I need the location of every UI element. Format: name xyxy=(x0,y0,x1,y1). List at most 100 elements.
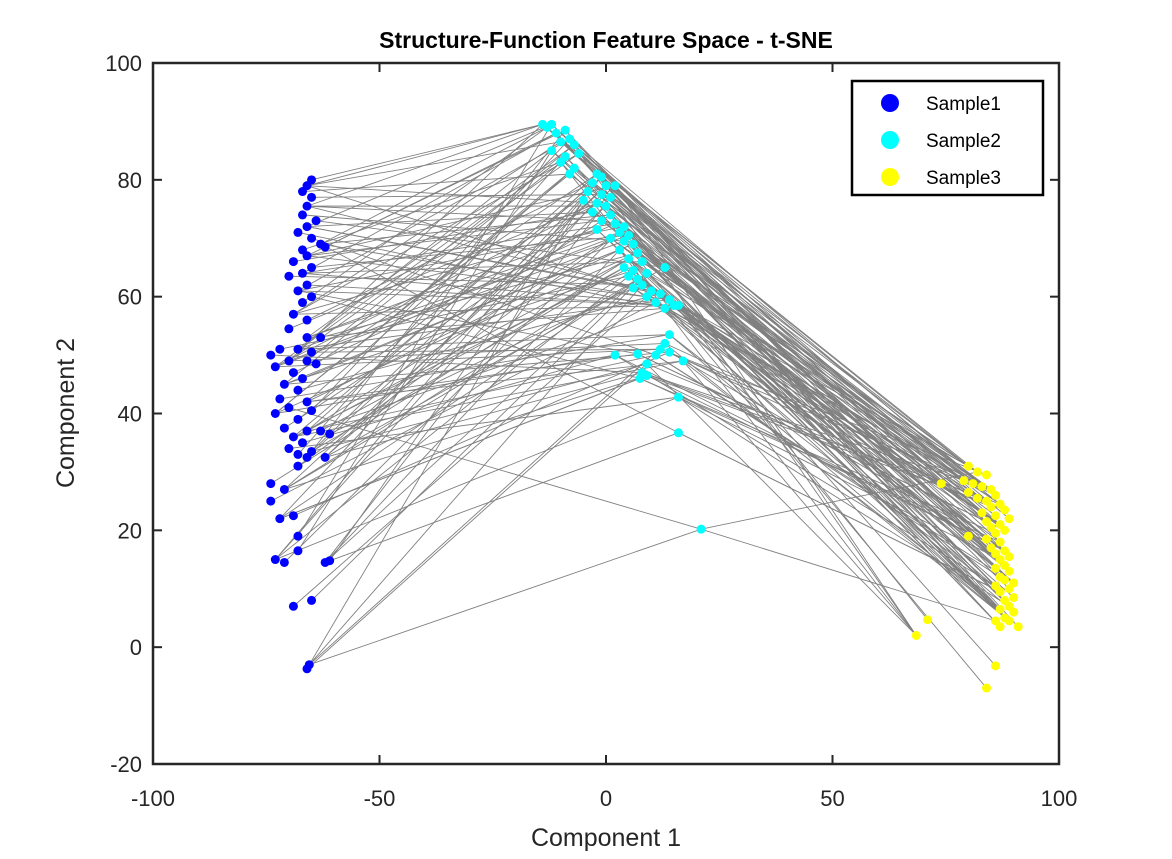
data-point-sample1 xyxy=(325,556,335,566)
data-point-sample1 xyxy=(302,664,312,674)
data-point-sample1 xyxy=(325,429,335,439)
data-point-sample2 xyxy=(601,201,611,211)
data-point-sample1 xyxy=(293,449,303,459)
data-point-sample3 xyxy=(982,683,992,693)
x-tick-label: -50 xyxy=(364,786,396,811)
data-point-sample2 xyxy=(664,330,674,340)
data-point-sample2 xyxy=(592,198,602,208)
data-point-sample3 xyxy=(923,615,933,625)
data-point-sample2 xyxy=(660,262,670,272)
data-point-sample1 xyxy=(288,601,298,611)
data-point-sample1 xyxy=(293,546,303,556)
x-tick-label: 100 xyxy=(1041,786,1078,811)
data-point-sample1 xyxy=(307,292,317,302)
data-point-sample1 xyxy=(302,222,312,232)
data-point-sample2 xyxy=(610,219,620,229)
data-point-sample3 xyxy=(995,587,1005,597)
data-point-sample2 xyxy=(578,195,588,205)
data-point-sample3 xyxy=(995,537,1005,547)
legend-label-sample3: Sample3 xyxy=(926,168,1001,189)
chart-title: Structure-Function Feature Space - t-SNE xyxy=(379,27,833,53)
data-point-sample3 xyxy=(959,476,969,486)
data-point-sample2 xyxy=(610,181,620,191)
data-point-sample1 xyxy=(311,359,321,369)
data-point-sample1 xyxy=(288,257,298,267)
legend-marker-sample1 xyxy=(881,94,899,112)
data-point-sample3 xyxy=(991,528,1001,538)
data-point-sample2 xyxy=(642,292,652,302)
data-point-sample1 xyxy=(270,555,280,565)
connector-line xyxy=(325,372,983,487)
data-point-sample3 xyxy=(1000,525,1010,535)
data-point-sample2 xyxy=(615,227,625,237)
data-point-sample1 xyxy=(316,333,326,343)
data-point-sample1 xyxy=(302,452,312,462)
data-point-sample2 xyxy=(628,283,638,293)
data-point-sample3 xyxy=(972,467,982,477)
data-point-sample2 xyxy=(642,371,652,381)
data-point-sample1 xyxy=(293,344,303,354)
legend-marker-sample3 xyxy=(881,168,899,186)
data-point-sample2 xyxy=(601,181,611,191)
series-sample2 xyxy=(538,119,706,534)
y-tick-label: -20 xyxy=(110,752,142,777)
data-point-sample2 xyxy=(624,254,634,264)
data-point-sample3 xyxy=(1009,607,1019,617)
data-point-sample1 xyxy=(284,356,294,366)
data-point-sample2 xyxy=(628,239,638,249)
axis-ticks: -100 -50 0 50 100 -20 0 20 40 60 80 100 xyxy=(105,51,1077,811)
connector-line xyxy=(324,249,917,636)
data-point-sample1 xyxy=(307,347,317,357)
data-point-sample1 xyxy=(297,438,307,448)
data-point-sample3 xyxy=(977,482,987,492)
y-tick-label: 100 xyxy=(105,51,142,76)
y-tick-label: 40 xyxy=(118,402,142,427)
series-sample3 xyxy=(911,461,1023,693)
legend: Sample1 Sample2 Sample3 xyxy=(850,79,1045,197)
data-point-sample1 xyxy=(275,344,285,354)
data-point-sample1 xyxy=(302,333,312,343)
data-point-sample1 xyxy=(279,484,289,494)
data-point-sample2 xyxy=(619,236,629,246)
data-point-sample3 xyxy=(963,531,973,541)
data-point-sample2 xyxy=(633,248,643,258)
legend-label-sample2: Sample2 xyxy=(926,131,1001,152)
data-point-sample2 xyxy=(551,128,561,138)
plot-area xyxy=(266,119,1023,693)
data-point-sample1 xyxy=(266,479,276,489)
data-point-sample2 xyxy=(606,192,616,202)
x-tick-label: -100 xyxy=(131,786,175,811)
data-point-sample1 xyxy=(288,368,298,378)
data-point-sample1 xyxy=(288,511,298,521)
data-point-sample2 xyxy=(673,428,683,438)
data-point-sample1 xyxy=(284,324,294,334)
data-point-sample1 xyxy=(293,461,303,471)
data-point-sample2 xyxy=(637,280,647,290)
data-point-sample1 xyxy=(302,201,312,211)
data-point-sample1 xyxy=(297,187,307,197)
data-point-sample1 xyxy=(279,379,289,389)
data-point-sample1 xyxy=(293,414,303,424)
data-point-sample1 xyxy=(279,423,289,433)
data-point-sample3 xyxy=(991,563,1001,573)
data-point-sample3 xyxy=(995,622,1005,632)
data-point-sample1 xyxy=(279,557,289,567)
data-point-sample3 xyxy=(986,502,996,512)
data-point-sample3 xyxy=(991,511,1001,521)
data-point-sample1 xyxy=(297,210,307,220)
data-point-sample3 xyxy=(1004,616,1014,626)
data-point-sample2 xyxy=(556,157,566,167)
data-point-sample1 xyxy=(284,403,294,413)
data-point-sample1 xyxy=(307,406,317,416)
data-point-sample2 xyxy=(642,268,652,278)
data-point-sample3 xyxy=(1004,584,1014,594)
x-tick-label: 50 xyxy=(820,786,844,811)
data-point-sample2 xyxy=(635,373,645,383)
legend-label-sample1: Sample1 xyxy=(926,94,1001,115)
data-point-sample1 xyxy=(307,233,317,243)
data-point-sample2 xyxy=(651,298,661,308)
data-point-sample1 xyxy=(316,426,326,436)
data-point-sample2 xyxy=(547,146,557,156)
data-point-sample3 xyxy=(936,479,946,489)
data-point-sample3 xyxy=(963,487,973,497)
